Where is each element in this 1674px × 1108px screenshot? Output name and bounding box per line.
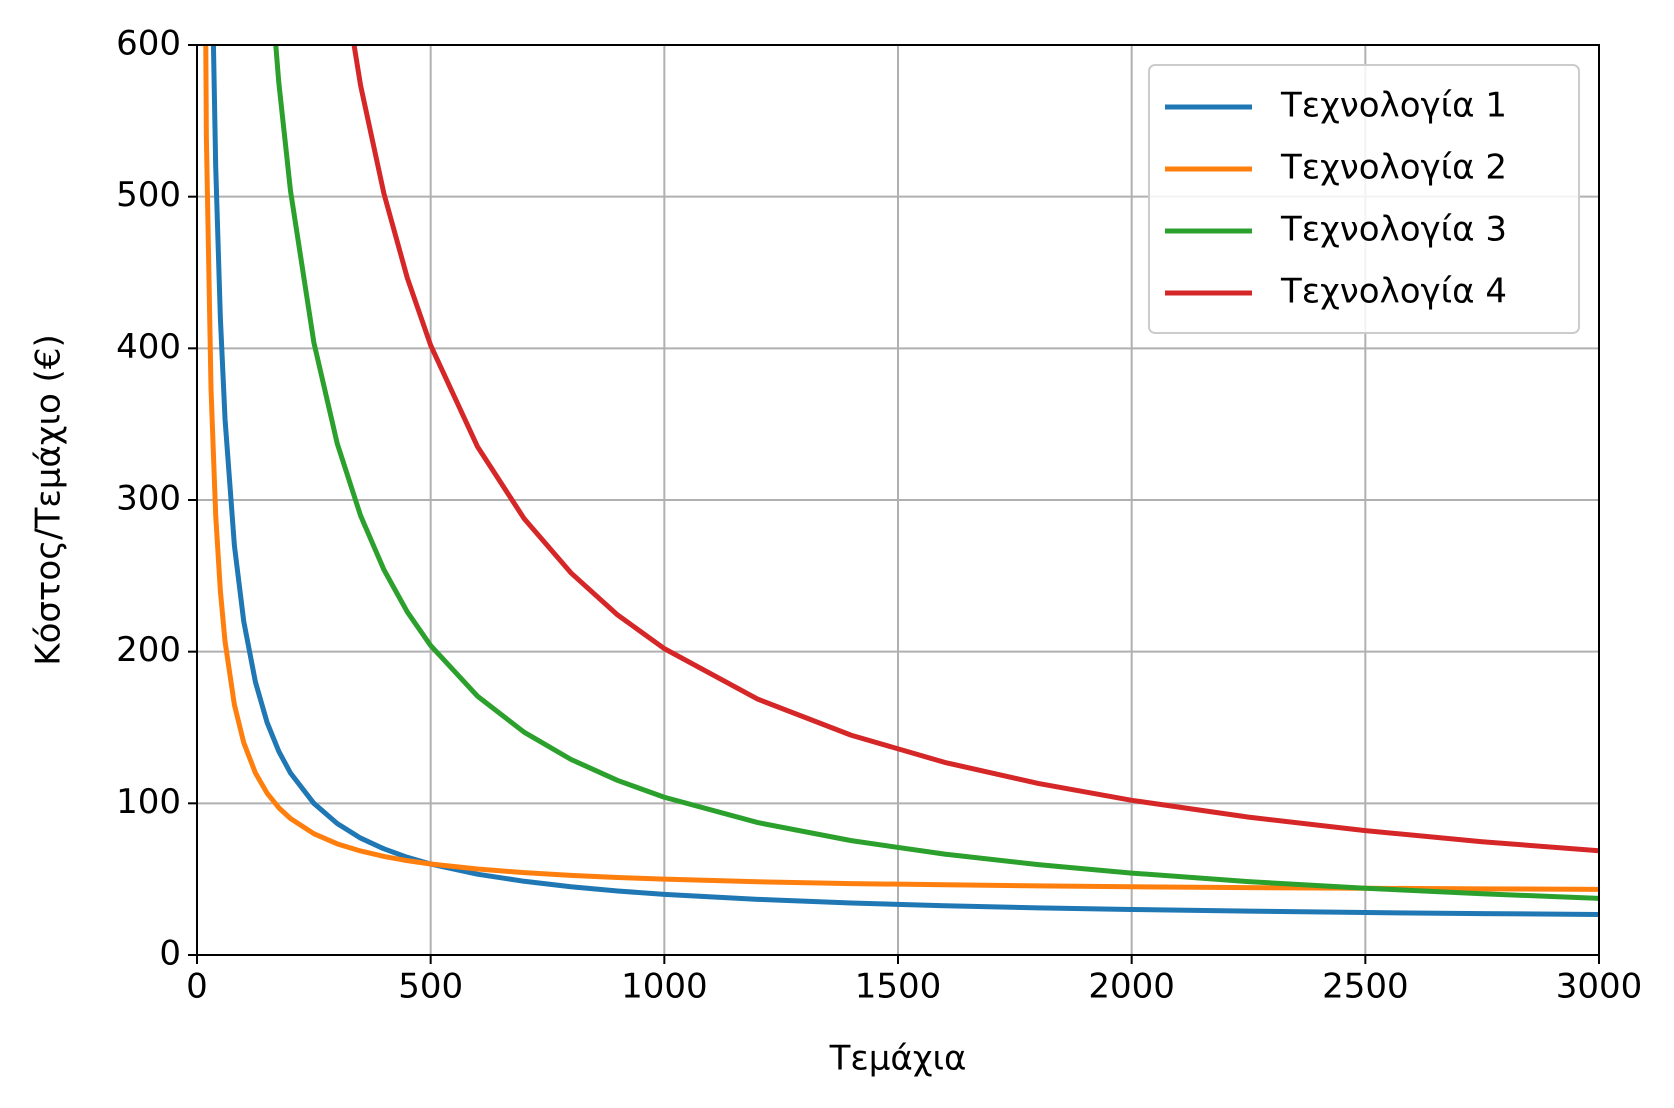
series-line <box>210 45 1599 917</box>
x-tick-label: 1000 <box>621 967 708 1007</box>
x-tick-label: 1500 <box>855 967 942 1007</box>
series-line <box>273 45 1599 901</box>
legend-label: Τεχνολογία 1 <box>1280 86 1507 126</box>
y-tick-label: 0 <box>159 934 181 974</box>
x-tick-label: 3000 <box>1556 967 1643 1007</box>
y-tick-label: 600 <box>116 24 181 64</box>
x-tick-label: 500 <box>398 967 463 1007</box>
plot-lines <box>203 45 1599 917</box>
series-line <box>351 45 1599 854</box>
plot-frame <box>196 44 1600 956</box>
legend-label: Τεχνολογία 3 <box>1280 210 1507 250</box>
legend-label: Τεχνολογία 2 <box>1280 148 1507 188</box>
y-tick-label: 400 <box>116 327 181 367</box>
y-axis-label: Κόστος/Τεμάχιο (€) <box>29 334 69 665</box>
x-tick-label: 0 <box>186 967 208 1007</box>
legend-label: Τεχνολογία 4 <box>1280 272 1507 312</box>
legend-box <box>1148 64 1580 334</box>
x-tick-label: 2500 <box>1322 967 1409 1007</box>
y-tick-label: 500 <box>116 175 181 215</box>
x-axis-label: Τεμάχια <box>829 1039 967 1079</box>
series-line <box>203 45 1599 892</box>
y-tick-label: 200 <box>116 630 181 670</box>
y-tick-label: 300 <box>116 479 181 519</box>
y-tick-label: 100 <box>116 782 181 822</box>
x-tick-label: 2000 <box>1088 967 1175 1007</box>
